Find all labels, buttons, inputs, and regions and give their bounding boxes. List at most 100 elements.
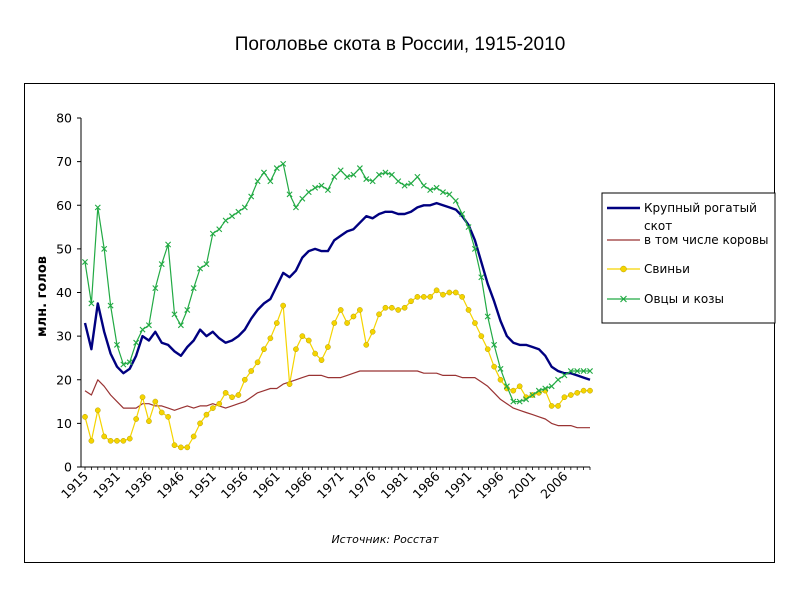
x-tick-label: 1981 xyxy=(378,469,411,502)
data-point xyxy=(510,398,517,405)
data-point xyxy=(388,304,395,311)
y-tick-label: 10 xyxy=(56,416,72,431)
data-point xyxy=(478,333,485,339)
data-point xyxy=(171,311,178,318)
data-point xyxy=(555,376,562,383)
data-point xyxy=(580,387,587,394)
data-point xyxy=(209,230,216,237)
x-tick-label: 1951 xyxy=(186,469,219,502)
data-point xyxy=(388,171,395,178)
series-line xyxy=(83,201,591,381)
data-point xyxy=(446,289,453,296)
data-point xyxy=(184,444,191,451)
data-point xyxy=(120,437,127,444)
data-point xyxy=(401,304,408,311)
data-point xyxy=(561,394,568,401)
data-point xyxy=(478,274,485,281)
data-point xyxy=(145,322,152,329)
data-point xyxy=(344,173,351,180)
y-tick-label: 40 xyxy=(56,285,72,300)
data-point xyxy=(587,387,593,394)
x-tick-label: 1976 xyxy=(346,468,379,501)
data-point xyxy=(484,313,491,320)
legend-marker xyxy=(620,295,627,303)
data-point xyxy=(567,392,574,398)
data-point xyxy=(472,320,478,326)
data-point xyxy=(369,178,376,185)
data-point xyxy=(491,341,498,348)
x-tick-label: 2006 xyxy=(537,468,570,501)
x-tick-label: 1956 xyxy=(218,468,251,501)
data-point xyxy=(101,245,108,252)
data-point xyxy=(190,433,197,440)
source-note: Источник: Росстат xyxy=(331,533,439,546)
data-point xyxy=(408,298,414,305)
data-point xyxy=(325,344,331,350)
data-point xyxy=(484,346,491,353)
data-point xyxy=(203,261,210,268)
data-point xyxy=(158,261,165,268)
data-point xyxy=(152,398,159,405)
y-tick-label: 0 xyxy=(64,460,72,475)
data-point xyxy=(510,387,517,394)
data-point xyxy=(171,442,178,449)
data-point xyxy=(139,326,146,333)
data-point xyxy=(292,204,299,211)
data-point xyxy=(222,389,229,396)
data-point xyxy=(561,372,568,379)
data-point xyxy=(241,204,248,211)
data-point xyxy=(567,368,574,375)
data-point xyxy=(318,182,325,189)
x-tick-label: 1915 xyxy=(58,469,91,502)
page-title: Поголовье скота в России, 1915-2010 xyxy=(234,34,566,55)
data-point xyxy=(523,396,530,403)
data-point xyxy=(178,444,184,451)
legend-label: Свиньи xyxy=(644,262,690,276)
x-tick-label: 1961 xyxy=(250,469,283,502)
data-point xyxy=(133,339,140,346)
data-point xyxy=(369,328,376,335)
data-point xyxy=(516,383,523,390)
data-point xyxy=(439,189,446,196)
data-point xyxy=(344,320,350,326)
data-point xyxy=(216,400,223,407)
data-point xyxy=(497,365,504,372)
x-tick-label: 1996 xyxy=(474,468,507,501)
data-point xyxy=(318,357,325,363)
data-point xyxy=(356,165,363,172)
data-point xyxy=(548,403,555,409)
x-ticks: 1915193119361946195119561961196619711976… xyxy=(58,467,591,502)
plot-area xyxy=(80,118,590,468)
data-point xyxy=(312,350,318,357)
data-point xyxy=(82,413,88,420)
data-point xyxy=(229,394,235,401)
data-point xyxy=(414,173,421,180)
data-point xyxy=(107,437,114,444)
data-point xyxy=(408,180,415,187)
data-point xyxy=(305,337,312,344)
data-point xyxy=(420,294,427,300)
data-point xyxy=(574,368,581,375)
data-point xyxy=(452,289,459,296)
data-point xyxy=(203,411,210,418)
y-tick-label: 30 xyxy=(56,329,72,344)
data-point xyxy=(440,291,446,298)
legend-label: в том числе коровы xyxy=(644,233,769,247)
data-point xyxy=(216,226,223,233)
data-point xyxy=(286,381,293,387)
data-point xyxy=(357,307,363,313)
legend-label: Крупный рогатый скот xyxy=(644,201,757,233)
data-point xyxy=(395,307,402,313)
data-point xyxy=(114,437,120,444)
data-point xyxy=(88,300,95,307)
data-point xyxy=(350,171,357,178)
y-axis-label: млн. голов xyxy=(35,256,50,337)
data-point xyxy=(503,383,510,390)
legend-box xyxy=(601,192,776,324)
data-point xyxy=(459,210,466,217)
data-point xyxy=(165,241,172,248)
data-point xyxy=(248,368,255,374)
data-point xyxy=(350,313,357,320)
data-point xyxy=(312,184,319,191)
